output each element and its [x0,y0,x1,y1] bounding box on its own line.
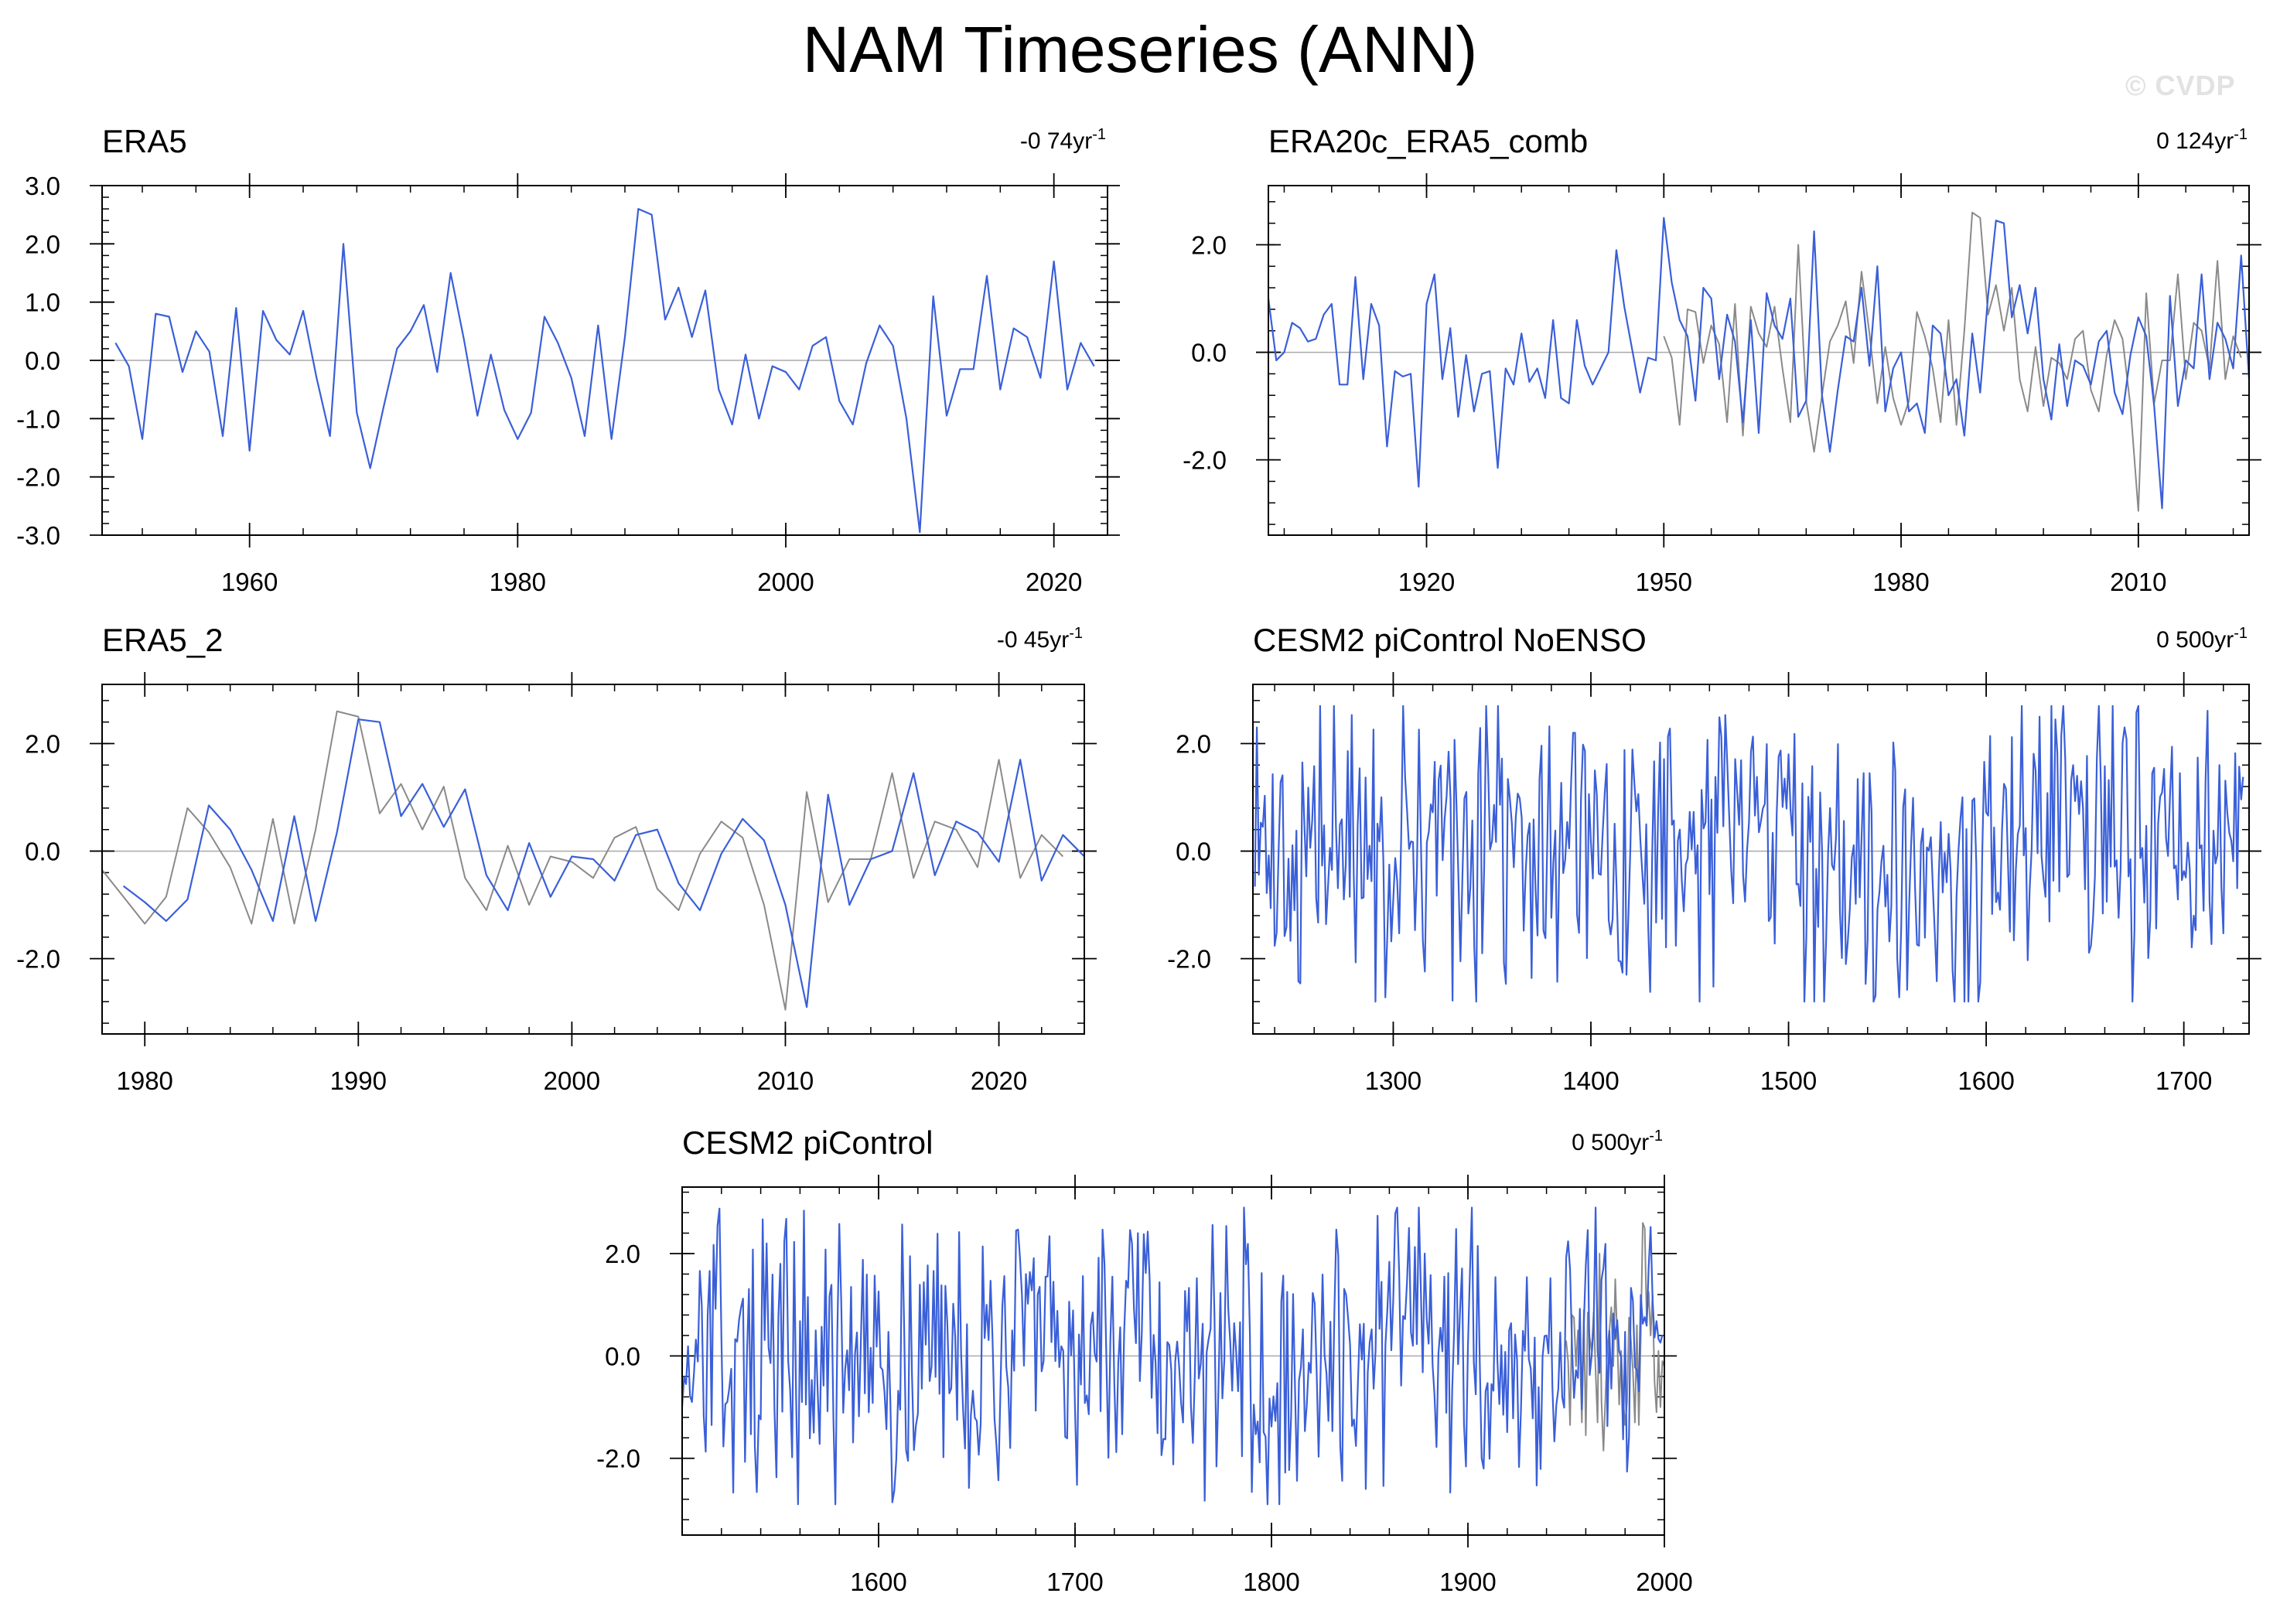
trend-value: 0 500yr [2156,627,2234,653]
trend-annotation: -0 74yr-1 [1020,126,1106,154]
trend-annotation: 0 500yr-1 [2156,625,2248,653]
panel-cesm2-picontrol: CESM2 piControl 0 500yr-1 2.0 0.0 -2.0 1600 17… [596,1124,1693,1596]
plot-frame [1268,185,2250,536]
x-tick-label: 1300 [1365,1066,1422,1095]
x-tick-label: 2000 [757,568,814,596]
y-tick-label: -2.0 [1167,945,1211,974]
plot-frame [681,1186,1665,1536]
x-tick-label: 1600 [1957,1066,2014,1095]
trend-annotation: 0 500yr-1 [1572,1128,1663,1155]
x-tick-label: 1960 [221,568,278,596]
plot-frame [1252,684,2250,1035]
x-tick-label: 2020 [971,1066,1027,1095]
trend-unit-exponent: -1 [1069,625,1083,642]
x-tick-label: 1980 [490,568,546,596]
y-tick-label: -2.0 [16,945,60,974]
panel-era5-2: ERA5_2 -0 45yr-1 2.0 0.0 -2.0 1980 1990 2000 201… [16,622,1097,1095]
x-tick-label: 1980 [117,1066,173,1095]
y-tick-label: -3.0 [16,521,60,550]
trend-annotation: 0 124yr-1 [2156,126,2248,154]
series-line-main [1268,217,2249,510]
x-tick-label: 1990 [330,1066,387,1095]
panel-title: CESM2 piControl NoENSO [1253,622,1647,658]
y-tick-label: 3.0 [25,172,60,200]
panel-title: ERA20c_ERA5_comb [1268,123,1588,159]
plot-frame [101,185,1108,536]
plot-frame [101,684,1085,1035]
x-tick-label: 1500 [1760,1066,1817,1095]
y-tick-label: 1.0 [25,288,60,317]
series-line-reference [102,710,1064,1011]
trend-unit-exponent: -1 [2234,126,2248,143]
x-tick-label: 1900 [1439,1568,1496,1596]
y-tick-label: 2.0 [25,729,60,758]
series-line-main [122,718,1084,1008]
trend-annotation: -0 45yr-1 [997,625,1083,653]
y-tick-label: 2.0 [1176,729,1211,758]
x-tick-label: 1400 [1562,1066,1619,1095]
y-tick-label: 0.0 [605,1342,640,1370]
x-tick-label: 1980 [1872,568,1929,596]
x-tick-label: 1800 [1243,1568,1299,1596]
cvdp-watermark: © CVDP [2125,70,2236,101]
trend-unit-exponent: -1 [1649,1128,1663,1145]
page-title: NAM Timeseries (ANN) [802,13,1478,86]
x-tick-label: 1920 [1398,568,1455,596]
panel-title: ERA5 [102,123,187,159]
x-tick-label: 1600 [850,1568,906,1596]
x-tick-label: 2020 [1026,568,1082,596]
x-tick-label: 2010 [757,1066,814,1095]
series-line-main [1254,705,2244,1003]
series-line-reference [1663,211,2242,512]
panel-title: CESM2 piControl [682,1124,933,1161]
y-tick-label: 2.0 [605,1240,640,1268]
y-tick-label: 0.0 [1176,838,1211,866]
y-tick-label: -2.0 [16,463,60,492]
series-line-main [682,1206,1664,1506]
trend-unit-exponent: -1 [2234,625,2248,642]
y-tick-label: 2.0 [25,230,60,258]
x-tick-label: 2000 [544,1066,600,1095]
y-tick-label: 0.0 [1191,339,1227,367]
x-tick-label: 1950 [1636,568,1692,596]
trend-value: 0 500yr [1572,1130,1649,1155]
y-tick-label: -2.0 [596,1445,640,1473]
y-tick-label: 0.0 [25,346,60,375]
trend-value: -0 45yr [997,627,1069,653]
y-tick-label: -2.0 [1183,446,1227,475]
x-tick-label: 1700 [2155,1066,2212,1095]
y-tick-label: 0.0 [25,838,60,866]
y-tick-label: -1.0 [16,404,60,433]
panel-era20c-era5-comb: ERA20c_ERA5_comb 0 124yr-1 2.0 0.0 -2.0 1920 1… [1183,123,2261,596]
x-tick-label: 2010 [2110,568,2166,596]
trend-unit-exponent: -1 [1092,126,1106,143]
x-tick-label: 1700 [1046,1568,1103,1596]
y-tick-label: 2.0 [1191,230,1227,259]
panel-title: ERA5_2 [102,622,223,658]
trend-value: 0 124yr [2156,128,2234,154]
trend-value: -0 74yr [1020,128,1092,154]
series-line-main [114,208,1095,534]
x-tick-label: 2000 [1636,1568,1692,1596]
panel-era5: ERA5 -0 74yr-1 3.0 2.0 1.0 0.0 -1.0 -2.0 -3.0 196… [16,123,1120,596]
panel-cesm2-picontrol-noenso: CESM2 piControl NoENSO 0 500yr-1 2.0 0.0 -2.… [1167,622,2261,1095]
